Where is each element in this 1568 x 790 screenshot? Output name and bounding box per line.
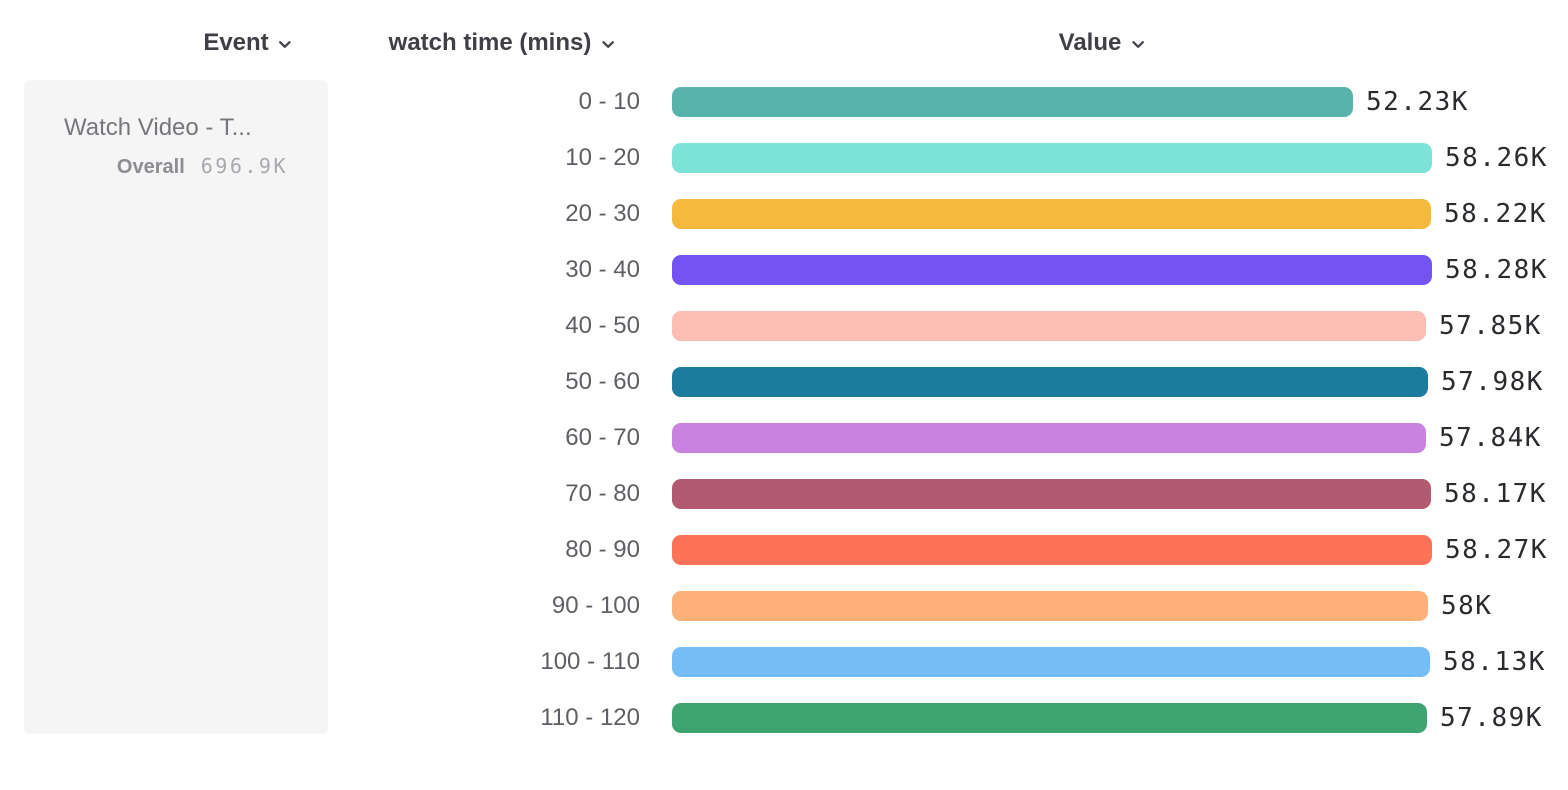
value-bar[interactable] xyxy=(672,703,1427,733)
value-label: 58.27K xyxy=(1445,535,1548,565)
chart-row: 60 - 70 57.84K xyxy=(0,410,1568,466)
value-bar[interactable] xyxy=(672,143,1432,173)
event-column-label: Event xyxy=(203,29,269,56)
chart-row: 30 - 40 58.28K xyxy=(0,242,1568,298)
chart-row: 70 - 80 58.17K xyxy=(0,466,1568,522)
value-bar[interactable] xyxy=(672,199,1431,229)
breakdown-column-dropdown[interactable]: watch time (mins) xyxy=(389,27,616,59)
value-label: 57.85K xyxy=(1439,311,1542,341)
event-column-dropdown[interactable]: Event xyxy=(203,27,292,59)
bucket-label: 30 - 40 xyxy=(565,256,640,283)
chart-row: 10 - 20 58.26K xyxy=(0,130,1568,186)
chart-row: 40 - 50 57.85K xyxy=(0,298,1568,354)
value-label: 57.84K xyxy=(1439,423,1542,453)
chevron-down-icon xyxy=(600,37,615,52)
chart-row: 0 - 10 52.23K xyxy=(0,74,1568,130)
value-label: 58.22K xyxy=(1444,199,1547,229)
value-bar[interactable] xyxy=(672,367,1428,397)
bucket-label: 10 - 20 xyxy=(565,144,640,171)
chart-row: 100 - 110 58.13K xyxy=(0,634,1568,690)
bucket-label: 50 - 60 xyxy=(565,368,640,395)
value-label: 57.98K xyxy=(1441,367,1544,397)
chart-row: 90 - 100 58K xyxy=(0,578,1568,634)
breakdown-column-label: watch time (mins) xyxy=(388,29,592,56)
bucket-label: 20 - 30 xyxy=(565,200,640,227)
overall-row: Overall 696.9K xyxy=(117,154,288,179)
value-bar[interactable] xyxy=(672,255,1432,285)
value-label: 58.17K xyxy=(1444,479,1547,509)
value-column-dropdown[interactable]: Value xyxy=(1059,27,1146,59)
value-label: 58.26K xyxy=(1445,143,1548,173)
bucket-label: 40 - 50 xyxy=(565,312,640,339)
value-column-label: Value xyxy=(1058,29,1122,56)
chart-row: 50 - 60 57.98K xyxy=(0,354,1568,410)
value-bar[interactable] xyxy=(672,535,1432,565)
event-title: Watch Video - T... xyxy=(64,114,252,141)
bucket-label: 100 - 110 xyxy=(540,648,640,675)
chevron-down-icon xyxy=(1130,37,1145,52)
value-bar[interactable] xyxy=(672,591,1428,621)
value-label: 58.28K xyxy=(1445,255,1548,285)
bucket-label: 110 - 120 xyxy=(540,704,640,731)
bucket-label: 90 - 100 xyxy=(551,592,640,619)
value-bar[interactable] xyxy=(672,311,1426,341)
value-bar[interactable] xyxy=(672,423,1426,453)
value-bar[interactable] xyxy=(672,87,1353,117)
bucket-label: 0 - 10 xyxy=(578,88,640,115)
value-label: 58.13K xyxy=(1443,647,1546,677)
overall-value: 696.9K xyxy=(200,154,288,178)
chart-row: 110 - 120 57.89K xyxy=(0,690,1568,746)
value-bar[interactable] xyxy=(672,647,1430,677)
value-label: 58K xyxy=(1441,591,1493,621)
overall-label: Overall xyxy=(116,156,185,178)
chart-row: 80 - 90 58.27K xyxy=(0,522,1568,578)
bucket-label: 60 - 70 xyxy=(565,424,640,451)
value-label: 52.23K xyxy=(1366,87,1469,117)
event-card[interactable]: Watch Video - T... Overall 696.9K xyxy=(24,80,328,734)
value-bar[interactable] xyxy=(672,479,1431,509)
bucket-label: 70 - 80 xyxy=(565,480,640,507)
chart-row: 20 - 30 58.22K xyxy=(0,186,1568,242)
value-label: 57.89K xyxy=(1440,703,1543,733)
bar-chart: 0 - 10 52.23K 10 - 20 58.26K 20 - 30 58.22K 30… xyxy=(0,74,1568,746)
bucket-label: 80 - 90 xyxy=(565,536,640,563)
chevron-down-icon xyxy=(278,37,293,52)
